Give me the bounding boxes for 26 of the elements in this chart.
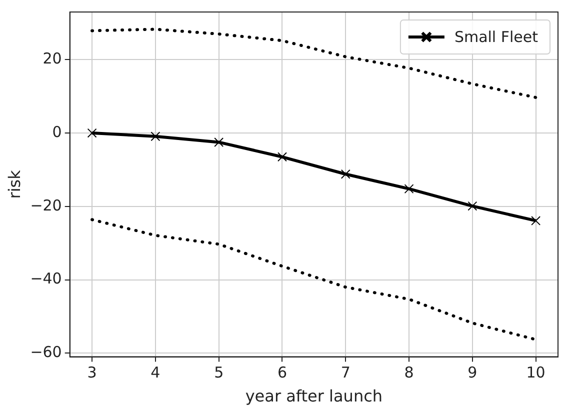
line-series [90, 218, 538, 342]
point [277, 152, 287, 162]
x-axis-title: year after launch [245, 386, 383, 406]
point [468, 201, 478, 211]
x-tick-label: 5 [214, 364, 224, 382]
y-tick-label: −40 [30, 270, 62, 288]
point [150, 132, 160, 142]
y-tick-label: 0 [52, 122, 62, 141]
x-tick-label: 4 [150, 364, 160, 382]
point [87, 128, 97, 138]
x-tick-label: 6 [277, 364, 288, 382]
point [531, 216, 541, 226]
x-tick-label: 8 [404, 364, 414, 382]
legend-label: Small Fleet [454, 28, 538, 46]
y-tick-label: −20 [30, 196, 62, 214]
x-tick-label: 10 [526, 364, 546, 382]
y-axis-title: risk [4, 169, 24, 199]
point [404, 184, 414, 194]
y-tick-label: 20 [42, 50, 62, 68]
point [214, 137, 224, 147]
x-tick-label: 9 [468, 364, 478, 382]
x-tick-label: 7 [340, 364, 350, 382]
point [340, 169, 350, 179]
x-tick-label: 3 [87, 364, 97, 382]
line-series [90, 28, 538, 99]
y-tick-label: −60 [30, 343, 62, 362]
